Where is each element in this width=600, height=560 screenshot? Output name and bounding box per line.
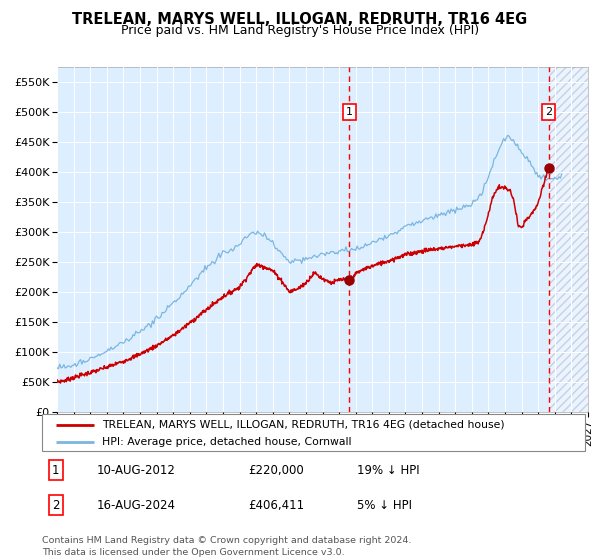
Text: 1: 1 [346, 107, 353, 117]
Text: £406,411: £406,411 [248, 498, 304, 511]
Text: HPI: Average price, detached house, Cornwall: HPI: Average price, detached house, Corn… [102, 437, 351, 447]
Text: This data is licensed under the Open Government Licence v3.0.: This data is licensed under the Open Gov… [42, 548, 344, 557]
Text: Contains HM Land Registry data © Crown copyright and database right 2024.: Contains HM Land Registry data © Crown c… [42, 536, 412, 545]
Text: 16-AUG-2024: 16-AUG-2024 [97, 498, 175, 511]
Bar [548, 67, 588, 412]
Text: 5% ↓ HPI: 5% ↓ HPI [357, 498, 412, 511]
Text: 19% ↓ HPI: 19% ↓ HPI [357, 464, 419, 477]
Bar [548, 67, 588, 412]
Text: £220,000: £220,000 [248, 464, 304, 477]
Text: 1: 1 [52, 464, 59, 477]
Text: TRELEAN, MARYS WELL, ILLOGAN, REDRUTH, TR16 4EG: TRELEAN, MARYS WELL, ILLOGAN, REDRUTH, T… [73, 12, 527, 27]
Text: TRELEAN, MARYS WELL, ILLOGAN, REDRUTH, TR16 4EG (detached house): TRELEAN, MARYS WELL, ILLOGAN, REDRUTH, T… [102, 419, 505, 430]
Text: 2: 2 [545, 107, 552, 117]
Text: 2: 2 [52, 498, 59, 511]
Text: 10-AUG-2012: 10-AUG-2012 [97, 464, 175, 477]
FancyBboxPatch shape [42, 414, 585, 451]
Text: Price paid vs. HM Land Registry's House Price Index (HPI): Price paid vs. HM Land Registry's House … [121, 24, 479, 36]
